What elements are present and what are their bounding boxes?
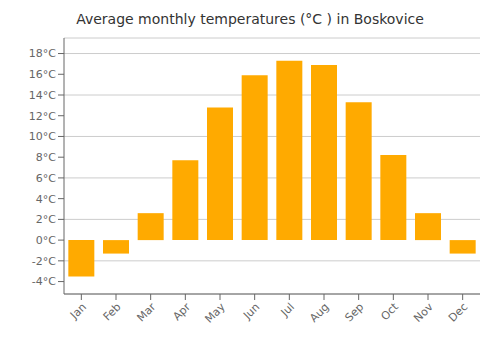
svg-text:Aug: Aug xyxy=(307,300,331,324)
html-text:Average monthly temperatures (: Average monthly temperatures (°C ) in Bo… xyxy=(76,11,424,27)
svg-text:Feb: Feb xyxy=(101,300,124,323)
svg-text:0°C: 0°C xyxy=(36,234,56,247)
svg-text:Sep: Sep xyxy=(342,300,366,324)
svg-text:6°C: 6°C xyxy=(36,172,56,185)
svg-text:Jan: Jan xyxy=(67,300,89,322)
svg-text:Nov: Nov xyxy=(411,300,436,325)
svg-text:Jul: Jul xyxy=(278,300,297,319)
svg-text:Mar: Mar xyxy=(134,300,158,324)
svg-text:Oct: Oct xyxy=(378,300,401,323)
svg-text:Dec: Dec xyxy=(446,300,470,324)
svg-text:14°C: 14°C xyxy=(29,89,56,102)
svg-text:2°C: 2°C xyxy=(36,213,56,226)
svg-text:May: May xyxy=(202,300,228,326)
svg-text:10°C: 10°C xyxy=(29,130,56,143)
svg-text:-4°C: -4°C xyxy=(32,275,56,288)
svg-text:4°C: 4°C xyxy=(36,193,56,206)
svg-text:-2°C: -2°C xyxy=(32,255,56,268)
svg-text:16°C: 16°C xyxy=(29,68,56,81)
svg-text:Apr: Apr xyxy=(170,300,193,323)
svg-text:12°C: 12°C xyxy=(29,110,56,123)
svg-text:8°C: 8°C xyxy=(36,151,56,164)
svg-text:Jun: Jun xyxy=(240,300,262,322)
svg-text:18°C: 18°C xyxy=(29,47,56,60)
